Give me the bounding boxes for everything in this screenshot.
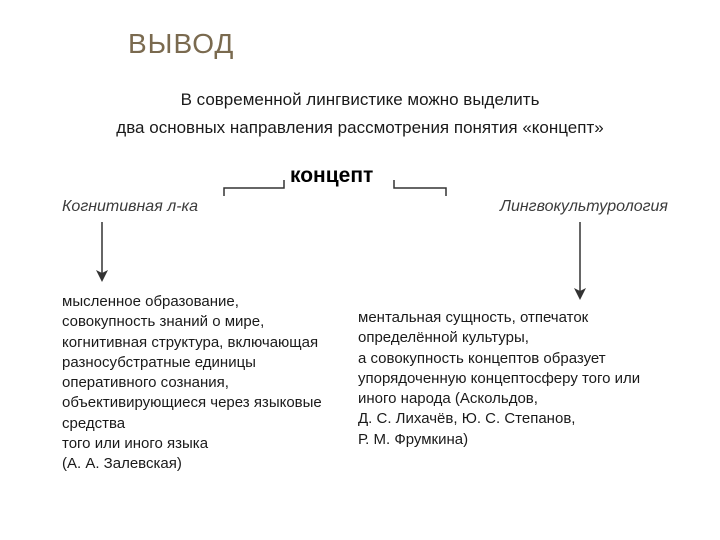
left-branch-label: Когнитивная л-ка <box>62 198 198 216</box>
right-branch-label: Лингвокультурология <box>500 198 668 216</box>
center-concept: концепт <box>290 164 373 188</box>
intro-line-1: В современной лингвистике можно выделить <box>0 90 720 110</box>
page-title: ВЫВОД <box>128 28 234 60</box>
right-description: ментальная сущность, отпечаток определён… <box>358 308 658 450</box>
intro-line-2: два основных направления рассмотрения по… <box>0 118 720 138</box>
left-description: мысленное образование, совокупность знан… <box>62 292 332 474</box>
